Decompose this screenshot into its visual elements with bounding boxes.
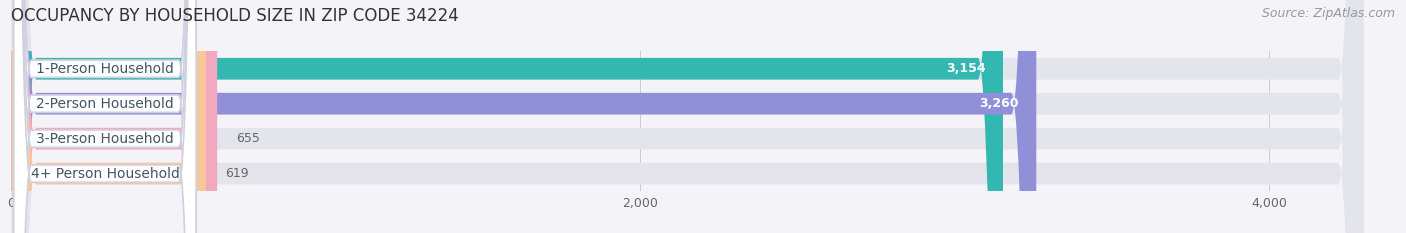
Text: 3-Person Household: 3-Person Household (37, 132, 174, 146)
FancyBboxPatch shape (11, 0, 1364, 233)
FancyBboxPatch shape (11, 0, 1364, 233)
FancyBboxPatch shape (11, 0, 1364, 233)
Text: 3,260: 3,260 (980, 97, 1019, 110)
Text: 4+ Person Household: 4+ Person Household (31, 167, 180, 181)
FancyBboxPatch shape (11, 0, 1036, 233)
FancyBboxPatch shape (11, 0, 205, 233)
Text: 3,154: 3,154 (946, 62, 986, 75)
FancyBboxPatch shape (14, 0, 195, 233)
FancyBboxPatch shape (11, 0, 217, 233)
Text: OCCUPANCY BY HOUSEHOLD SIZE IN ZIP CODE 34224: OCCUPANCY BY HOUSEHOLD SIZE IN ZIP CODE … (11, 7, 458, 25)
Text: 2-Person Household: 2-Person Household (37, 97, 174, 111)
FancyBboxPatch shape (14, 0, 195, 233)
Text: 619: 619 (225, 167, 249, 180)
FancyBboxPatch shape (14, 0, 195, 233)
Text: Source: ZipAtlas.com: Source: ZipAtlas.com (1261, 7, 1395, 20)
Text: 1-Person Household: 1-Person Household (37, 62, 174, 76)
FancyBboxPatch shape (11, 0, 1364, 233)
FancyBboxPatch shape (11, 0, 1002, 233)
Text: 655: 655 (236, 132, 260, 145)
FancyBboxPatch shape (14, 0, 195, 233)
